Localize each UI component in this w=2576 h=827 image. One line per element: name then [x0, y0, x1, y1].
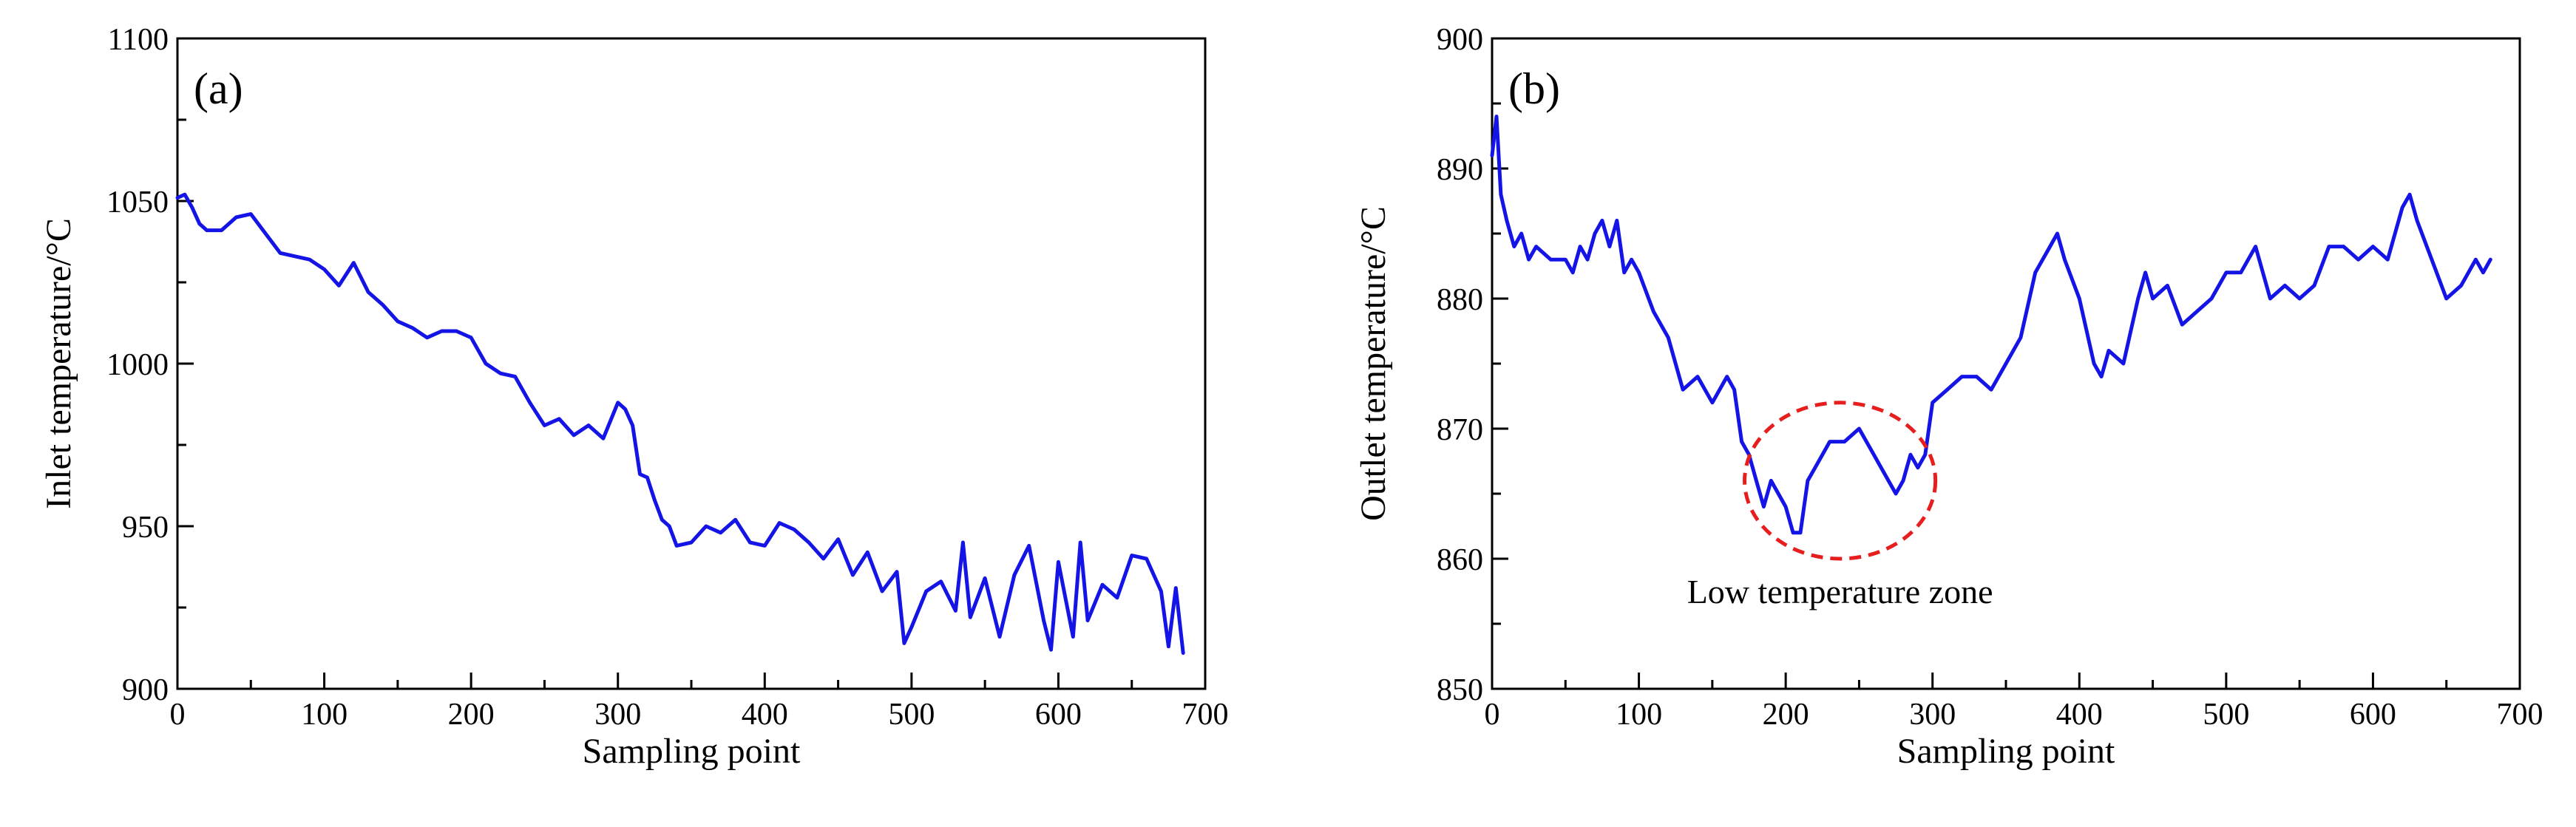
y-tick-label-b: 900	[1437, 23, 1483, 57]
x-tick-label-b: 600	[2350, 698, 2396, 732]
x-tick-label-b: 100	[1616, 698, 1662, 732]
low-temperature-zone-label: Low temperature zone	[1687, 573, 1993, 610]
y-tick-label-b: 890	[1437, 153, 1483, 187]
y-tick-label-b: 850	[1437, 673, 1483, 707]
x-tick-label-b: 700	[2497, 698, 2543, 732]
x-tick-label-b: 500	[2203, 698, 2249, 732]
y-tick-label-a: 1050	[106, 186, 169, 219]
x-axis-title-b: Sampling point	[1897, 732, 2115, 771]
panel-label-a: (a)	[194, 64, 243, 113]
x-tick-label-b: 300	[1909, 698, 1956, 732]
y-axis-title-b: Outlet temperature/°C	[1354, 206, 1393, 521]
series-line-b	[1490, 115, 2492, 535]
x-tick-label-a: 100	[301, 698, 348, 732]
plot-frame-a	[176, 37, 1207, 690]
panel-b-outlet-temperature: 0 100 200 300 400 500 600 700 850 860 870 880 890 900…	[1354, 23, 2543, 771]
x-axis-title-a: Sampling point	[583, 732, 801, 771]
x-tick-label-a: 200	[448, 698, 495, 732]
x-tick-label-a: 500	[888, 698, 935, 732]
x-tick-label-a: 300	[594, 698, 641, 732]
x-tick-label-a: 600	[1035, 698, 1082, 732]
y-tick-label-a: 900	[122, 673, 169, 707]
y-tick-label-a: 1000	[106, 348, 169, 382]
x-tick-label-b: 400	[2056, 698, 2103, 732]
x-tick-label-b: 0	[1485, 698, 1500, 732]
y-tick-label-b: 880	[1437, 283, 1483, 317]
x-tick-label-a: 400	[742, 698, 788, 732]
y-tick-label-b: 860	[1437, 543, 1483, 577]
y-axis-title-a: Inlet temperature/°C	[39, 218, 78, 509]
x-tick-label-b: 200	[1763, 698, 1809, 732]
y-tick-label-a: 950	[122, 511, 169, 545]
panel-label-b: (b)	[1508, 64, 1560, 113]
y-tick-label-a: 1100	[108, 23, 169, 57]
x-tick-label-a: 700	[1182, 698, 1229, 732]
series-line-a	[175, 192, 1185, 656]
low-temperature-zone-ellipse	[1743, 401, 1938, 561]
x-tick-label-a: 0	[170, 698, 186, 732]
panel-a-inlet-temperature: 0 100 200 300 400 500 600 700 900 950 1000 1050 1100…	[39, 23, 1229, 771]
y-tick-label-b: 870	[1437, 413, 1483, 447]
